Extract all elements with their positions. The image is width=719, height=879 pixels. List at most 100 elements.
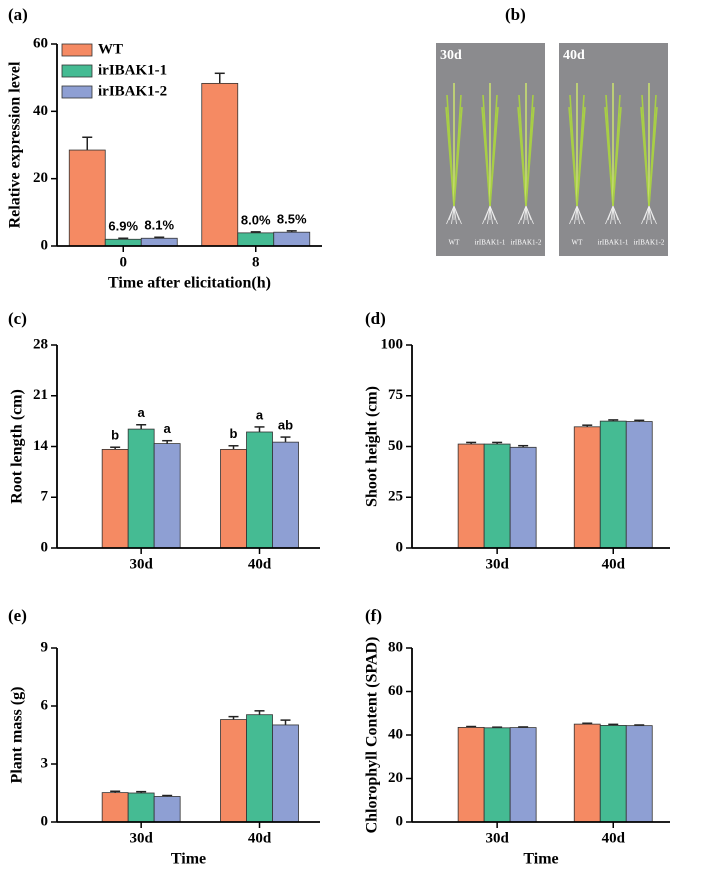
x-tick-label: 40d <box>602 830 626 846</box>
annotation: a <box>164 421 172 436</box>
bar <box>483 443 511 549</box>
bar <box>68 149 106 247</box>
plant-leaf <box>648 106 658 207</box>
plant-leaf <box>569 94 578 207</box>
y-tick-label: 100 <box>381 336 404 352</box>
plant-root <box>574 205 578 225</box>
bar <box>625 725 653 823</box>
lane-label: WT <box>449 239 461 247</box>
plant-root <box>523 205 527 225</box>
y-tick-label: 14 <box>33 438 49 454</box>
bar <box>509 727 537 823</box>
plant-leaf <box>576 106 586 207</box>
plant-root <box>453 205 457 225</box>
plant-root <box>520 205 527 221</box>
y-tick-label: 6 <box>41 697 49 713</box>
y-tick-label: 80 <box>388 639 403 655</box>
plant-leaf <box>453 106 463 207</box>
y-tick-label: 60 <box>33 35 48 51</box>
annotation: 8.0% <box>241 212 271 227</box>
plant-root <box>607 205 614 221</box>
y-axis-label: Chlorophyll Content (SPAD) <box>364 637 381 834</box>
x-tick-label: 30d <box>129 556 153 572</box>
plant-leaf <box>482 94 491 207</box>
bar <box>509 446 537 549</box>
y-tick-label: 21 <box>33 387 48 403</box>
lane-label: irIBAK1-1 <box>598 239 629 247</box>
legend-swatch <box>61 43 93 57</box>
x-tick-label: 30d <box>485 556 509 572</box>
plant-root <box>448 205 455 221</box>
plant-root <box>576 205 585 225</box>
x-tick-label: 30d <box>129 830 153 846</box>
panel-label: (b) <box>505 5 526 24</box>
annotation: 6.9% <box>108 219 138 234</box>
annotation: b <box>230 426 238 441</box>
plant-root <box>451 205 455 225</box>
bar <box>483 727 511 823</box>
x-tick-label: 40d <box>248 830 272 846</box>
plant-root <box>610 205 614 225</box>
x-axis-label: Time <box>171 851 206 868</box>
plant-leaf <box>641 94 650 207</box>
bar <box>272 724 299 823</box>
lane-label: WT <box>572 239 584 247</box>
y-tick-label: 9 <box>41 639 49 655</box>
x-tick-label: 0 <box>120 254 128 270</box>
y-tick-label: 0 <box>396 539 404 555</box>
annotation: 8.5% <box>277 211 307 226</box>
bar <box>220 719 247 823</box>
plant-root <box>489 205 498 225</box>
y-tick-label: 60 <box>388 683 403 699</box>
bar <box>457 443 485 549</box>
bar <box>201 82 239 247</box>
plant-leaf <box>605 94 614 207</box>
error-bar <box>136 424 147 430</box>
y-tick-label: 0 <box>41 813 49 829</box>
plant-root <box>646 205 650 225</box>
y-axis-label: Plant mass (g) <box>9 687 26 784</box>
error-bar <box>82 136 93 151</box>
annotation: a <box>138 405 146 420</box>
bar <box>573 426 601 549</box>
x-axis-label: Time after elicitation(h) <box>108 275 271 292</box>
bar <box>625 421 653 549</box>
plant-root <box>484 205 491 221</box>
plant-leaf <box>489 106 499 207</box>
y-axis-label: Relative expression level <box>7 61 24 228</box>
y-tick-label: 40 <box>388 726 403 742</box>
bar <box>127 428 155 549</box>
bar <box>246 714 273 823</box>
annotation: b <box>111 428 119 443</box>
photo-title: 30d <box>440 48 462 63</box>
y-tick-label: 0 <box>41 539 49 555</box>
bar <box>457 726 485 823</box>
plant-root <box>525 205 529 225</box>
bar <box>272 441 299 549</box>
legend-label: irIBAK1-2 <box>98 83 167 99</box>
bar <box>140 237 178 247</box>
lane-label: irIBAK1-1 <box>475 239 506 247</box>
bar <box>599 420 627 549</box>
bar <box>101 448 129 549</box>
plant-root <box>612 205 616 225</box>
panel-label: (f) <box>365 606 382 625</box>
y-tick-label: 75 <box>388 387 403 403</box>
bar <box>220 448 247 549</box>
x-tick-label: 40d <box>602 556 626 572</box>
plant-root <box>487 205 491 225</box>
error-bar <box>254 426 265 432</box>
plant-root <box>576 205 580 225</box>
error-bar <box>228 445 239 450</box>
panel-label: (c) <box>8 309 27 328</box>
legend-swatch <box>61 64 93 78</box>
error-bar <box>280 436 291 443</box>
bar <box>599 725 627 823</box>
annotation: a <box>256 407 264 422</box>
plant-leaf <box>518 94 527 207</box>
plant-root <box>648 205 652 225</box>
photo-title: 40d <box>563 48 585 63</box>
bar <box>153 796 181 823</box>
annotation: 8.1% <box>144 218 174 233</box>
